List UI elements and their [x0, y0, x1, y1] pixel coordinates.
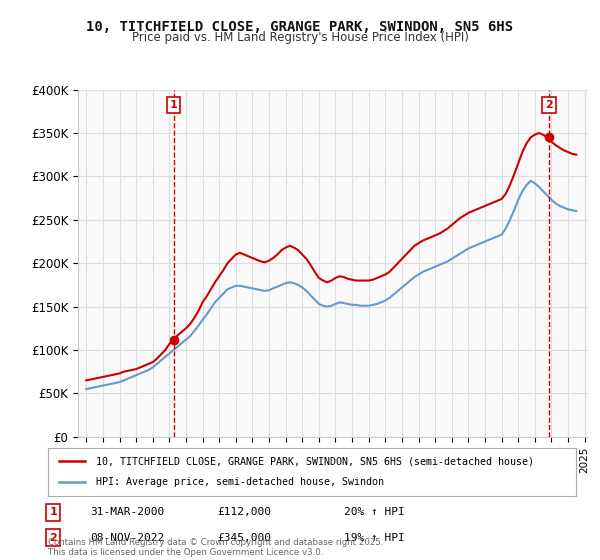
Text: Contains HM Land Registry data © Crown copyright and database right 2025.
This d: Contains HM Land Registry data © Crown c… — [48, 538, 383, 557]
Text: 10, TITCHFIELD CLOSE, GRANGE PARK, SWINDON, SN5 6HS (semi-detached house): 10, TITCHFIELD CLOSE, GRANGE PARK, SWIND… — [95, 456, 533, 466]
Text: 31-MAR-2000: 31-MAR-2000 — [90, 507, 164, 517]
Text: £112,000: £112,000 — [217, 507, 271, 517]
Text: 2: 2 — [545, 100, 553, 110]
Text: Price paid vs. HM Land Registry's House Price Index (HPI): Price paid vs. HM Land Registry's House … — [131, 31, 469, 44]
Text: 19% ↑ HPI: 19% ↑ HPI — [344, 533, 404, 543]
Text: 2: 2 — [49, 533, 57, 543]
Text: 08-NOV-2022: 08-NOV-2022 — [90, 533, 164, 543]
Text: HPI: Average price, semi-detached house, Swindon: HPI: Average price, semi-detached house,… — [95, 477, 383, 487]
Text: 20% ↑ HPI: 20% ↑ HPI — [344, 507, 404, 517]
Text: 1: 1 — [170, 100, 178, 110]
Text: £345,000: £345,000 — [217, 533, 271, 543]
Text: 10, TITCHFIELD CLOSE, GRANGE PARK, SWINDON, SN5 6HS: 10, TITCHFIELD CLOSE, GRANGE PARK, SWIND… — [86, 20, 514, 34]
Text: 1: 1 — [49, 507, 57, 517]
